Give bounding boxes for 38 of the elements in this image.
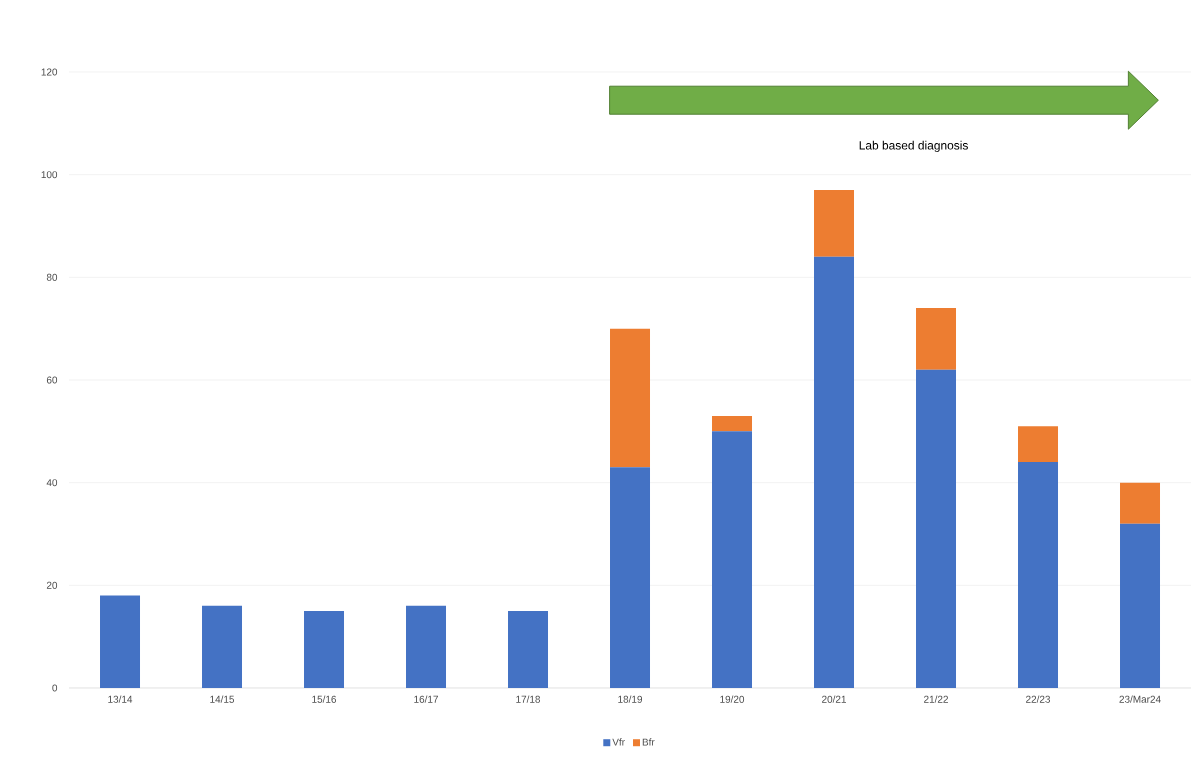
legend-label: Bfr <box>642 738 655 746</box>
legend-label: Vfr <box>612 738 625 746</box>
x-tick-label: 18/19 <box>618 695 643 703</box>
bar <box>406 605 447 688</box>
x-tick-label: 17/18 <box>516 695 541 703</box>
x-tick-label: 22/23 <box>1026 695 1051 703</box>
y-tick-label: 40 <box>46 479 58 487</box>
bar <box>610 328 651 468</box>
bar <box>712 431 753 688</box>
y-tick-label: 80 <box>46 273 58 281</box>
bar <box>610 467 651 688</box>
x-tick-label: 14/15 <box>210 695 235 703</box>
y-tick-label: 60 <box>46 376 58 384</box>
bar <box>916 369 957 688</box>
x-tick-label: 23/Mar24 <box>1119 695 1161 703</box>
x-tick-label: 13/14 <box>108 695 133 703</box>
y-tick-label: 100 <box>41 171 58 179</box>
x-tick-label: 21/22 <box>924 695 948 703</box>
y-tick-label: 0 <box>52 684 58 692</box>
bar <box>814 256 855 688</box>
bar <box>304 610 345 688</box>
x-tick-label: 20/21 <box>822 695 846 703</box>
bar <box>814 190 855 257</box>
annotation: Lab based diagnosis <box>859 140 968 152</box>
y-tick-label: 20 <box>46 581 58 589</box>
bar <box>1120 523 1161 688</box>
x-tick-label: 15/16 <box>312 695 337 703</box>
x-tick-label: 16/17 <box>414 695 438 703</box>
bar <box>1018 462 1059 688</box>
bar <box>100 595 141 688</box>
bar <box>1018 426 1059 463</box>
x-tick-label: 19/20 <box>720 695 745 703</box>
bar <box>508 610 549 688</box>
bar <box>712 415 753 432</box>
bar <box>916 308 957 370</box>
bar <box>1120 482 1161 524</box>
bar <box>202 605 243 688</box>
y-tick-label: 120 <box>41 68 58 76</box>
